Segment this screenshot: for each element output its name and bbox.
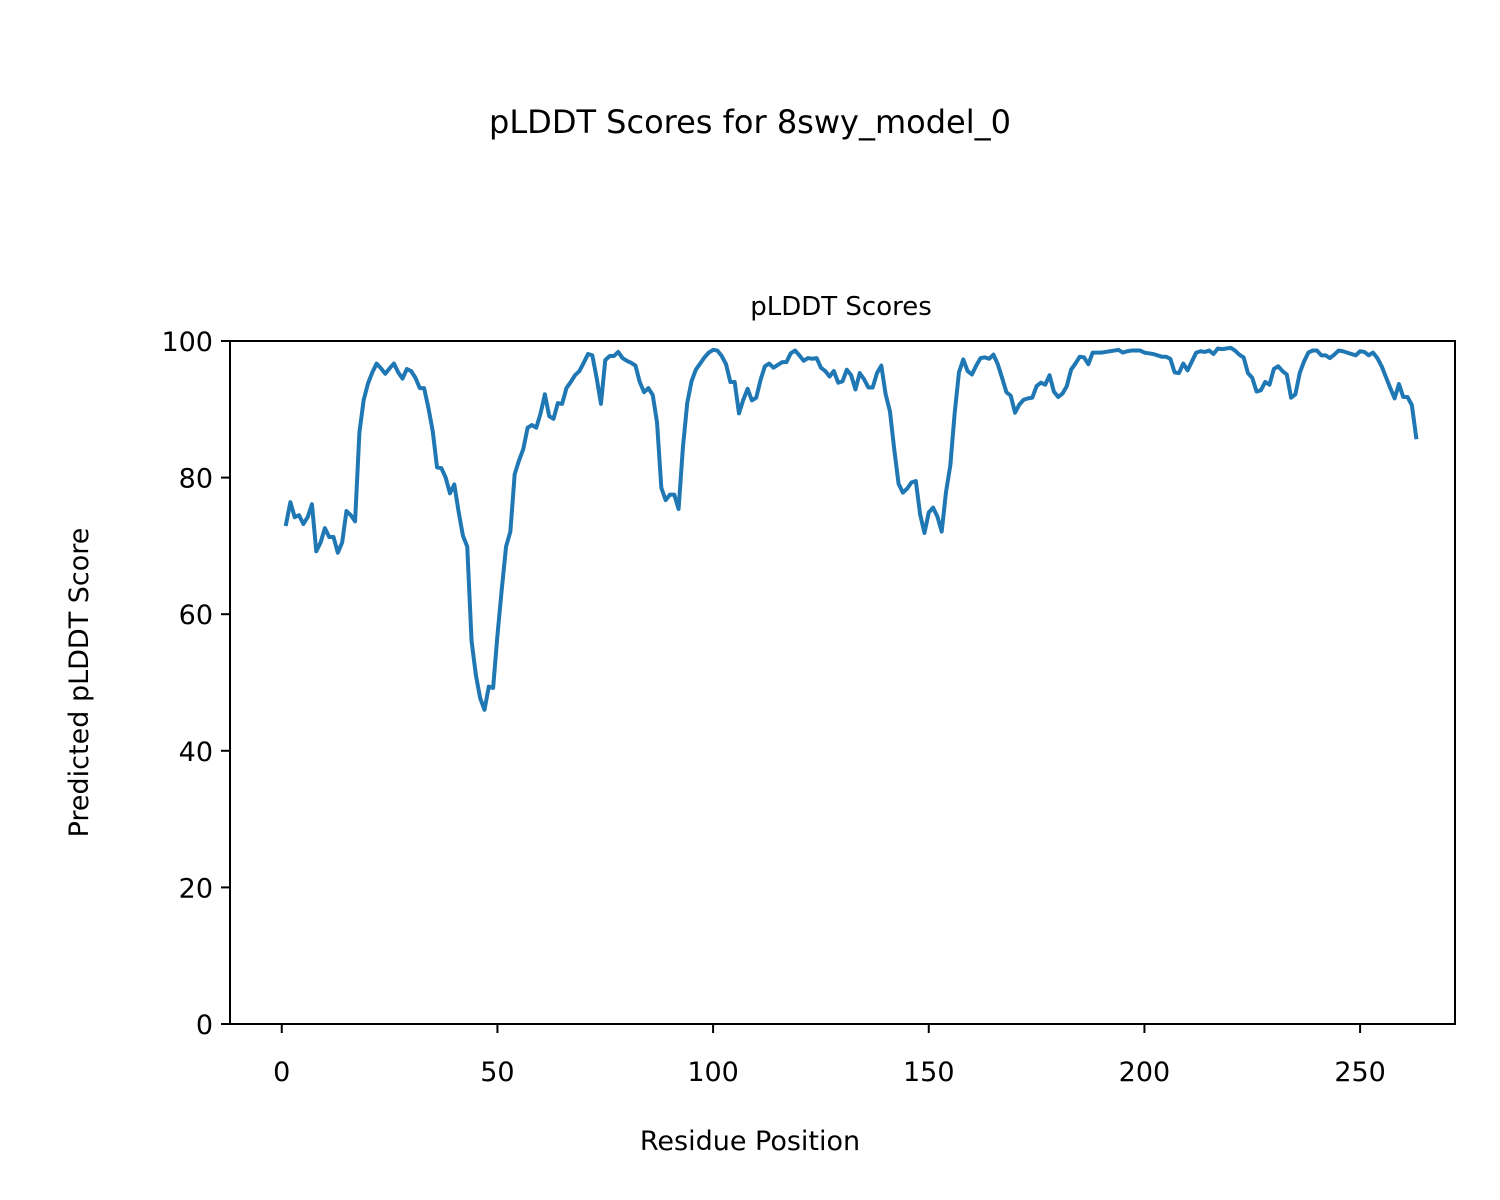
y-tick-label: 80 (179, 464, 213, 495)
y-axis-label: Predicted pLDDT Score (64, 528, 95, 838)
x-axis-label: Residue Position (640, 1126, 860, 1157)
x-tick-label: 100 (687, 1057, 739, 1088)
y-axis-ticks: 0 20 40 60 80 100 (161, 327, 230, 1041)
figure-suptitle: pLDDT Scores for 8swy_model_0 (489, 103, 1011, 141)
y-tick-label: 0 (196, 1010, 213, 1041)
x-tick-label: 200 (1119, 1057, 1171, 1088)
plot-area-frame (229, 340, 1456, 1025)
y-tick-label: 20 (179, 873, 213, 904)
x-tick-label: 0 (273, 1057, 290, 1088)
x-tick-label: 150 (903, 1057, 955, 1088)
x-axis-ticks: 0 50 100 150 200 250 (273, 1024, 1386, 1088)
y-tick-label: 40 (179, 737, 213, 768)
chart-title: pLDDT Scores (750, 292, 932, 322)
y-tick-label: 60 (179, 600, 213, 631)
plot-series (283, 345, 1419, 712)
x-tick-label: 50 (480, 1057, 514, 1088)
series-line (283, 345, 1419, 712)
y-tick-label: 100 (161, 327, 213, 358)
x-tick-label: 250 (1334, 1057, 1386, 1088)
